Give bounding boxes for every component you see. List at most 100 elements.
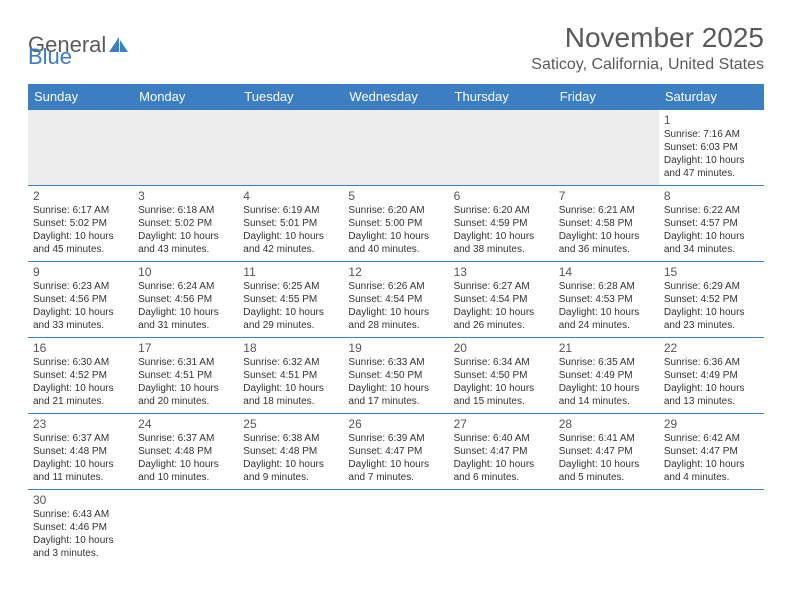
daylight-text: Daylight: 10 hours and 43 minutes. xyxy=(138,231,233,257)
calendar-row: 16Sunrise: 6:30 AMSunset: 4:52 PMDayligh… xyxy=(28,338,764,414)
day-cell: 24Sunrise: 6:37 AMSunset: 4:48 PMDayligh… xyxy=(133,414,238,490)
daylight-text: Daylight: 10 hours and 11 minutes. xyxy=(33,459,128,485)
sunset-text: Sunset: 4:47 PM xyxy=(559,446,654,459)
sunrise-text: Sunrise: 6:33 AM xyxy=(348,357,443,370)
day-cell: 25Sunrise: 6:38 AMSunset: 4:48 PMDayligh… xyxy=(238,414,343,490)
day-cell: 22Sunrise: 6:36 AMSunset: 4:49 PMDayligh… xyxy=(659,338,764,414)
day-cell: 10Sunrise: 6:24 AMSunset: 4:56 PMDayligh… xyxy=(133,262,238,338)
day-cell: 18Sunrise: 6:32 AMSunset: 4:51 PMDayligh… xyxy=(238,338,343,414)
day-cell: 19Sunrise: 6:33 AMSunset: 4:50 PMDayligh… xyxy=(343,338,448,414)
sunrise-text: Sunrise: 6:19 AM xyxy=(243,205,338,218)
day-number: 18 xyxy=(243,341,338,356)
day-cell: 4Sunrise: 6:19 AMSunset: 5:01 PMDaylight… xyxy=(238,186,343,262)
calendar-row: 2Sunrise: 6:17 AMSunset: 5:02 PMDaylight… xyxy=(28,186,764,262)
sunset-text: Sunset: 4:51 PM xyxy=(138,370,233,383)
sunset-text: Sunset: 4:57 PM xyxy=(664,218,759,231)
sunrise-text: Sunrise: 6:40 AM xyxy=(454,433,549,446)
daylight-text: Daylight: 10 hours and 4 minutes. xyxy=(664,459,759,485)
sunrise-text: Sunrise: 6:20 AM xyxy=(454,205,549,218)
sunrise-text: Sunrise: 6:24 AM xyxy=(138,281,233,294)
daylight-text: Daylight: 10 hours and 29 minutes. xyxy=(243,307,338,333)
daylight-text: Daylight: 10 hours and 17 minutes. xyxy=(348,383,443,409)
day-number: 23 xyxy=(33,417,128,432)
day-number: 13 xyxy=(454,265,549,280)
daylight-text: Daylight: 10 hours and 10 minutes. xyxy=(138,459,233,485)
day-cell: 2Sunrise: 6:17 AMSunset: 5:02 PMDaylight… xyxy=(28,186,133,262)
daylight-text: Daylight: 10 hours and 36 minutes. xyxy=(559,231,654,257)
day-number: 5 xyxy=(348,189,443,204)
day-cell: 17Sunrise: 6:31 AMSunset: 4:51 PMDayligh… xyxy=(133,338,238,414)
day-cell: 27Sunrise: 6:40 AMSunset: 4:47 PMDayligh… xyxy=(449,414,554,490)
logo-text-2: Blue xyxy=(28,44,72,70)
sunset-text: Sunset: 4:58 PM xyxy=(559,218,654,231)
day-cell: 23Sunrise: 6:37 AMSunset: 4:48 PMDayligh… xyxy=(28,414,133,490)
logo-sail-icon xyxy=(108,36,130,54)
day-cell: 29Sunrise: 6:42 AMSunset: 4:47 PMDayligh… xyxy=(659,414,764,490)
location: Saticoy, California, United States xyxy=(531,56,764,74)
weekday-header: Saturday xyxy=(659,84,764,110)
calendar-row: 9Sunrise: 6:23 AMSunset: 4:56 PMDaylight… xyxy=(28,262,764,338)
day-number: 10 xyxy=(138,265,233,280)
sunrise-text: Sunrise: 6:18 AM xyxy=(138,205,233,218)
day-number: 21 xyxy=(559,341,654,356)
sunrise-text: Sunrise: 6:28 AM xyxy=(559,281,654,294)
weekday-header: Thursday xyxy=(449,84,554,110)
weekday-header-row: SundayMondayTuesdayWednesdayThursdayFrid… xyxy=(28,84,764,110)
weekday-header: Friday xyxy=(554,84,659,110)
daylight-text: Daylight: 10 hours and 23 minutes. xyxy=(664,307,759,333)
calendar-row: 30Sunrise: 6:43 AMSunset: 4:46 PMDayligh… xyxy=(28,490,764,566)
sunrise-text: Sunrise: 6:22 AM xyxy=(664,205,759,218)
day-cell: 7Sunrise: 6:21 AMSunset: 4:58 PMDaylight… xyxy=(554,186,659,262)
empty-cell xyxy=(659,490,764,566)
daylight-text: Daylight: 10 hours and 31 minutes. xyxy=(138,307,233,333)
sunrise-text: Sunrise: 6:38 AM xyxy=(243,433,338,446)
title-block: November 2025 Saticoy, California, Unite… xyxy=(531,22,764,74)
day-cell: 8Sunrise: 6:22 AMSunset: 4:57 PMDaylight… xyxy=(659,186,764,262)
weekday-header: Sunday xyxy=(28,84,133,110)
day-cell: 13Sunrise: 6:27 AMSunset: 4:54 PMDayligh… xyxy=(449,262,554,338)
sunrise-text: Sunrise: 6:26 AM xyxy=(348,281,443,294)
daylight-text: Daylight: 10 hours and 38 minutes. xyxy=(454,231,549,257)
sunset-text: Sunset: 4:48 PM xyxy=(138,446,233,459)
day-cell: 12Sunrise: 6:26 AMSunset: 4:54 PMDayligh… xyxy=(343,262,448,338)
sunset-text: Sunset: 4:59 PM xyxy=(454,218,549,231)
day-number: 6 xyxy=(454,189,549,204)
sunset-text: Sunset: 4:46 PM xyxy=(33,522,128,535)
sunrise-text: Sunrise: 6:30 AM xyxy=(33,357,128,370)
day-number: 22 xyxy=(664,341,759,356)
sunrise-text: Sunrise: 7:16 AM xyxy=(664,129,759,142)
daylight-text: Daylight: 10 hours and 28 minutes. xyxy=(348,307,443,333)
sunrise-text: Sunrise: 6:31 AM xyxy=(138,357,233,370)
daylight-text: Daylight: 10 hours and 24 minutes. xyxy=(559,307,654,333)
sunrise-text: Sunrise: 6:41 AM xyxy=(559,433,654,446)
daylight-text: Daylight: 10 hours and 7 minutes. xyxy=(348,459,443,485)
sunrise-text: Sunrise: 6:42 AM xyxy=(664,433,759,446)
sunrise-text: Sunrise: 6:29 AM xyxy=(664,281,759,294)
daylight-text: Daylight: 10 hours and 6 minutes. xyxy=(454,459,549,485)
sunrise-text: Sunrise: 6:36 AM xyxy=(664,357,759,370)
day-number: 27 xyxy=(454,417,549,432)
sunrise-text: Sunrise: 6:21 AM xyxy=(559,205,654,218)
sunset-text: Sunset: 4:55 PM xyxy=(243,294,338,307)
day-number: 15 xyxy=(664,265,759,280)
day-cell: 11Sunrise: 6:25 AMSunset: 4:55 PMDayligh… xyxy=(238,262,343,338)
sunset-text: Sunset: 4:52 PM xyxy=(33,370,128,383)
sunrise-text: Sunrise: 6:32 AM xyxy=(243,357,338,370)
sunset-text: Sunset: 4:51 PM xyxy=(243,370,338,383)
calendar-body: 1Sunrise: 7:16 AMSunset: 6:03 PMDaylight… xyxy=(28,110,764,566)
daylight-text: Daylight: 10 hours and 5 minutes. xyxy=(559,459,654,485)
day-number: 17 xyxy=(138,341,233,356)
sunset-text: Sunset: 4:47 PM xyxy=(454,446,549,459)
day-number: 28 xyxy=(559,417,654,432)
daylight-text: Daylight: 10 hours and 33 minutes. xyxy=(33,307,128,333)
calendar-row: 23Sunrise: 6:37 AMSunset: 4:48 PMDayligh… xyxy=(28,414,764,490)
day-cell: 16Sunrise: 6:30 AMSunset: 4:52 PMDayligh… xyxy=(28,338,133,414)
day-cell: 5Sunrise: 6:20 AMSunset: 5:00 PMDaylight… xyxy=(343,186,448,262)
day-number: 26 xyxy=(348,417,443,432)
sunset-text: Sunset: 4:50 PM xyxy=(454,370,549,383)
daylight-text: Daylight: 10 hours and 3 minutes. xyxy=(33,535,128,561)
day-number: 3 xyxy=(138,189,233,204)
daylight-text: Daylight: 10 hours and 18 minutes. xyxy=(243,383,338,409)
sunrise-text: Sunrise: 6:39 AM xyxy=(348,433,443,446)
empty-cell xyxy=(238,110,343,186)
